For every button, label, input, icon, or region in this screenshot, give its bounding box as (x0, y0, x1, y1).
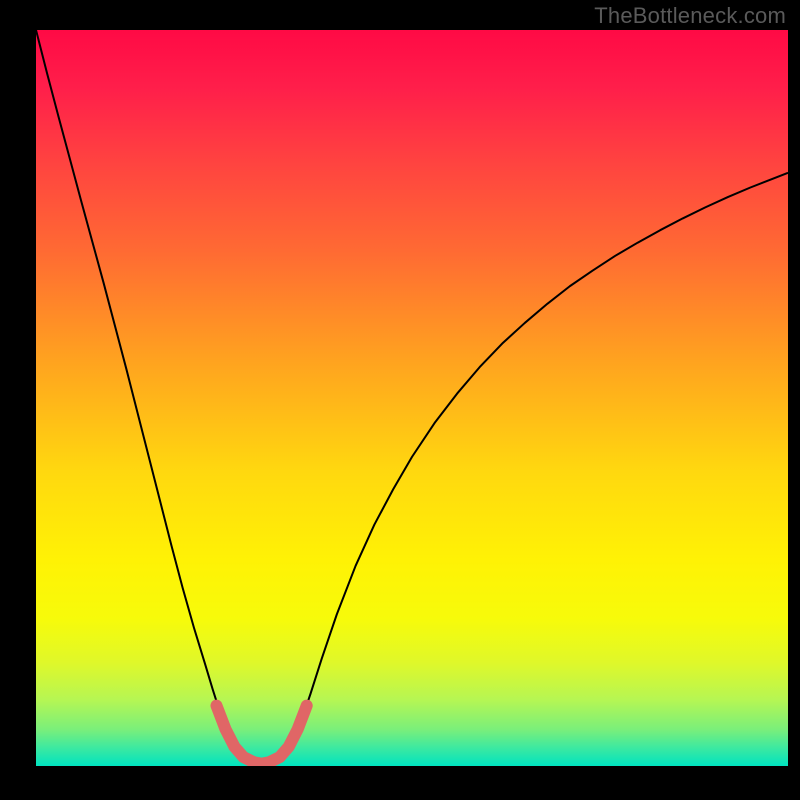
plot-area (36, 30, 788, 766)
watermark-text: TheBottleneck.com (594, 3, 786, 29)
bottleneck-curve (36, 30, 788, 766)
curve-layer (36, 30, 788, 766)
valley-highlight (216, 706, 306, 764)
